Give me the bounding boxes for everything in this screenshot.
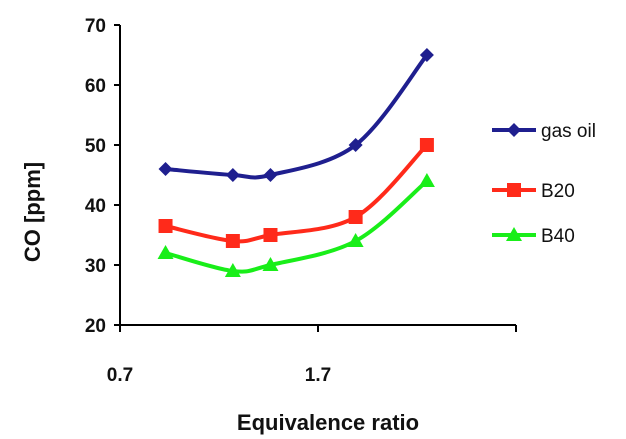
series-b20	[158, 138, 434, 248]
axes: 20 30 40 50 60 70 0.7 1.7	[85, 16, 517, 386]
diamond-marker	[348, 138, 363, 152]
x-tick-label: 0.7	[107, 365, 133, 386]
series-gas-oil	[158, 48, 434, 182]
legend-item: B20	[492, 181, 575, 202]
triangle-marker	[262, 257, 279, 271]
y-axis-title: CO [ppm]	[20, 162, 45, 262]
legend-label: gas oil	[541, 121, 596, 142]
triangle-marker	[418, 173, 435, 187]
triangle-marker	[157, 245, 174, 259]
triangle-marker	[347, 233, 364, 247]
y-ticks: 20 30 40 50 60 70	[85, 16, 120, 337]
square-marker	[158, 219, 173, 233]
series-layer	[157, 48, 435, 277]
square-marker	[348, 210, 363, 224]
series-line	[165, 53, 429, 180]
legend-item: B40	[492, 226, 575, 247]
y-tick-label: 30	[85, 256, 106, 277]
series-line	[165, 179, 429, 274]
x-ticks: 0.7 1.7	[107, 325, 517, 386]
y-tick-label: 60	[85, 76, 106, 97]
y-tick-label: 70	[85, 16, 106, 37]
diamond-marker	[507, 123, 521, 137]
legend-label: B20	[541, 181, 575, 202]
x-axis-title: Equivalence ratio	[237, 410, 419, 435]
series-b40	[157, 173, 435, 277]
square-marker	[225, 234, 240, 248]
square-marker	[507, 183, 521, 197]
triangle-marker	[506, 227, 522, 241]
diamond-marker	[419, 48, 434, 62]
legend-label: B40	[541, 226, 575, 247]
diamond-marker	[225, 168, 240, 182]
square-marker	[263, 228, 278, 242]
y-tick-label: 40	[85, 196, 106, 217]
legend: gas oil B20 B40	[492, 121, 596, 247]
legend-item: gas oil	[492, 121, 596, 142]
y-tick-label: 20	[85, 316, 106, 337]
square-marker	[419, 138, 434, 152]
x-tick-label: 1.7	[305, 365, 331, 386]
series-line	[165, 143, 429, 244]
diamond-marker	[158, 162, 173, 176]
triangle-marker	[224, 263, 241, 277]
diamond-marker	[263, 168, 278, 182]
y-tick-label: 50	[85, 136, 106, 157]
